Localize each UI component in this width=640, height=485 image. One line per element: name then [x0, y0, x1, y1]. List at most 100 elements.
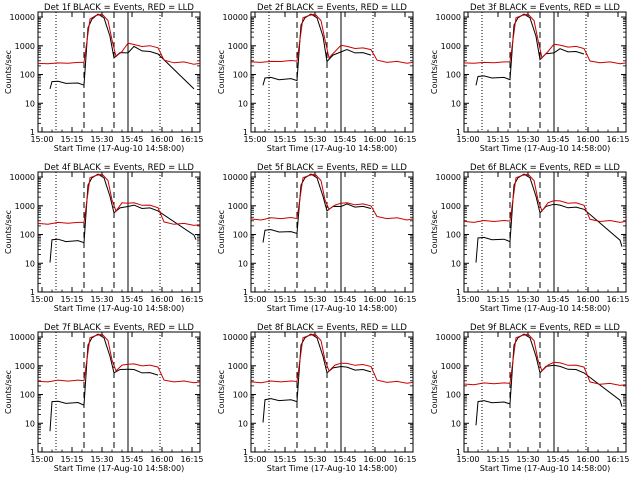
x-tick-label: 15:00	[243, 295, 266, 304]
x-tick-label: 15:30	[516, 295, 539, 304]
series-events	[49, 333, 159, 432]
x-tick-label: 16:15	[180, 135, 203, 144]
x-tick-label: 15:15	[60, 295, 83, 304]
x-tick-label: 15:45	[120, 295, 143, 304]
x-axis-label: Start Time (17-Aug-10 14:58:00)	[267, 464, 398, 473]
x-tick-label: 15:30	[516, 135, 539, 144]
x-tick-label: 15:30	[90, 455, 113, 464]
panel-det-3f: 1 10 100 1000 10000 15:00 15:15 15:30 15:45 16:00…	[430, 3, 630, 153]
y-axis-label: Counts/sec	[430, 370, 439, 414]
series-events	[262, 173, 372, 243]
panel-det-9f: 1 10 100 1000 10000 15:00 15:15 15:30 15:45 16:00…	[430, 323, 630, 473]
panel-title: Det 6f BLACK = Events, RED = LLD	[470, 163, 620, 173]
plot-frame	[37, 11, 201, 133]
series-lld	[463, 173, 627, 223]
plot-frame	[37, 331, 201, 453]
y-tick-label: 1000	[15, 42, 35, 51]
panel-title: Det 2f BLACK = Events, RED = LLD	[257, 3, 407, 13]
panel-title: Det 7f BLACK = Events, RED = LLD	[44, 323, 194, 333]
y-axis-label: Counts/sec	[4, 210, 13, 254]
x-tick-label: 15:15	[486, 295, 509, 304]
x-tick-label: 15:30	[303, 135, 326, 144]
series-lld	[463, 13, 627, 65]
x-tick-label: 15:15	[273, 455, 296, 464]
panel-det-6f: 1 10 100 1000 10000 15:00 15:15 15:30 15:45 16:00…	[430, 163, 630, 313]
y-tick-label: 100	[446, 391, 461, 400]
panel-title: Det 9f BLACK = Events, RED = LLD	[470, 323, 620, 333]
y-axis-label: Counts/sec	[430, 210, 439, 254]
x-tick-label: 16:15	[180, 295, 203, 304]
y-tick-label: 1	[30, 288, 35, 297]
y-tick-label: 10	[25, 259, 35, 268]
y-axis-label: Counts/sec	[217, 50, 226, 94]
x-tick-label: 15:00	[456, 135, 479, 144]
x-axis-label: Start Time (17-Aug-10 14:58:00)	[267, 304, 398, 313]
y-tick-label: 10000	[223, 173, 248, 182]
y-tick-label: 1000	[228, 42, 248, 51]
x-tick-label: 15:15	[60, 455, 83, 464]
y-tick-label: 10	[451, 99, 461, 108]
x-tick-label: 15:45	[546, 135, 569, 144]
y-tick-label: 1	[30, 448, 35, 457]
plot-frame	[37, 171, 201, 293]
x-tick-label: 16:15	[606, 135, 629, 144]
y-tick-label: 100	[20, 231, 35, 240]
y-tick-label: 10000	[436, 173, 461, 182]
y-axis-label: Counts/sec	[4, 50, 13, 94]
series-lld	[37, 333, 201, 384]
y-tick-label: 10000	[436, 333, 461, 342]
y-tick-label: 1000	[228, 202, 248, 211]
x-tick-label: 15:00	[243, 455, 266, 464]
y-tick-label: 100	[446, 231, 461, 240]
y-tick-label: 100	[20, 71, 35, 80]
y-tick-label: 1000	[228, 362, 248, 371]
x-tick-label: 16:00	[150, 455, 173, 464]
series-events	[262, 13, 372, 86]
plot-frame	[250, 11, 414, 133]
x-tick-label: 15:45	[333, 295, 356, 304]
panel-det-4f: 1 10 100 1000 10000 15:00 15:15 15:30 15:45 16:00…	[4, 163, 204, 313]
y-axis-label: Counts/sec	[217, 210, 226, 254]
y-tick-label: 1000	[441, 42, 461, 51]
x-tick-label: 15:30	[303, 455, 326, 464]
panel-det-8f: 1 10 100 1000 10000 15:00 15:15 15:30 15:45 16:00…	[217, 323, 417, 473]
x-tick-label: 16:00	[363, 455, 386, 464]
y-tick-label: 10	[238, 419, 248, 428]
y-tick-label: 1	[456, 128, 461, 137]
x-tick-label: 16:00	[576, 295, 599, 304]
y-tick-label: 10000	[223, 13, 248, 22]
series-events	[49, 13, 195, 90]
y-tick-label: 10	[238, 259, 248, 268]
y-tick-label: 10000	[223, 333, 248, 342]
y-tick-label: 100	[233, 71, 248, 80]
y-tick-label: 1	[456, 288, 461, 297]
y-axis-label: Counts/sec	[217, 370, 226, 414]
series-lld	[250, 13, 414, 64]
y-tick-label: 1	[30, 128, 35, 137]
y-tick-label: 1	[243, 448, 248, 457]
y-tick-label: 10	[451, 259, 461, 268]
y-tick-label: 1	[243, 288, 248, 297]
series-lld	[250, 173, 414, 221]
x-axis-label: Start Time (17-Aug-10 14:58:00)	[54, 144, 185, 153]
y-tick-label: 1000	[441, 362, 461, 371]
panel-title: Det 1f BLACK = Events, RED = LLD	[44, 3, 194, 13]
x-tick-label: 16:15	[180, 455, 203, 464]
x-tick-label: 16:00	[150, 135, 173, 144]
x-axis-label: Start Time (17-Aug-10 14:58:00)	[267, 144, 398, 153]
x-tick-label: 16:15	[606, 455, 629, 464]
series-lld	[37, 13, 201, 65]
panel-title: Det 8f BLACK = Events, RED = LLD	[257, 323, 407, 333]
panel-title: Det 3f BLACK = Events, RED = LLD	[470, 3, 620, 13]
y-axis-label: Counts/sec	[4, 370, 13, 414]
x-tick-label: 15:30	[303, 295, 326, 304]
y-tick-label: 10	[238, 99, 248, 108]
y-tick-label: 100	[233, 231, 248, 240]
y-tick-label: 10	[25, 99, 35, 108]
x-tick-label: 15:00	[243, 135, 266, 144]
x-tick-label: 15:15	[486, 455, 509, 464]
x-tick-label: 15:45	[546, 295, 569, 304]
y-tick-label: 100	[446, 71, 461, 80]
panel-det-2f: 1 10 100 1000 10000 15:00 15:15 15:30 15:45 16:00…	[217, 3, 417, 153]
